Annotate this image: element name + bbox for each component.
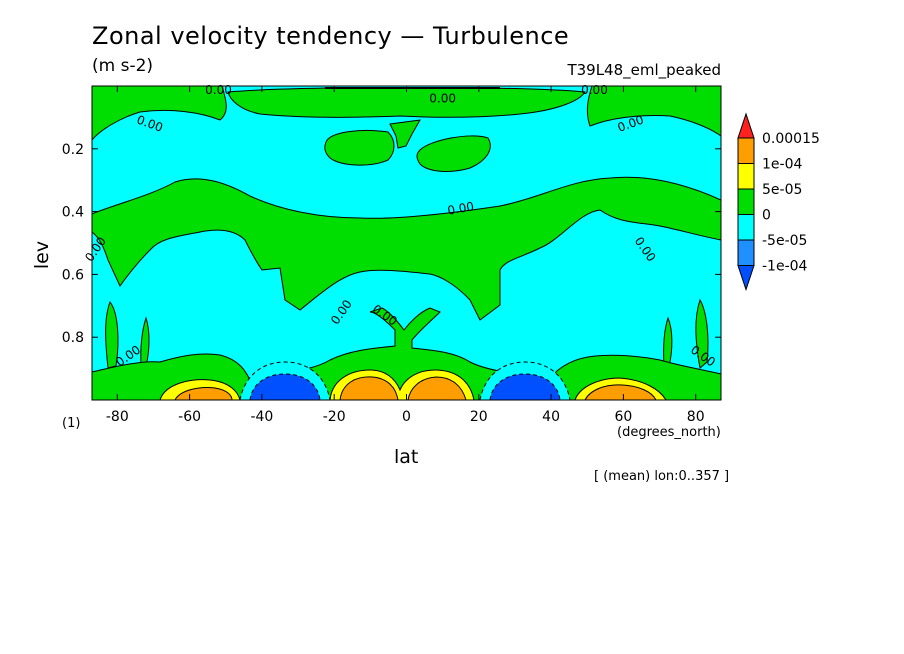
- x-axis-label: lat: [394, 446, 419, 468]
- field-warm-right-orange: [584, 384, 657, 400]
- field-mid-right-blob: [416, 135, 491, 172]
- run-label: T39L48_eml_peaked: [567, 61, 721, 79]
- contour-label: 0.00: [446, 199, 475, 217]
- y-tick-label: 0.8: [62, 330, 84, 346]
- x-tick-label: -40: [250, 409, 273, 425]
- y-tick-label: 0.2: [62, 142, 84, 158]
- colorbar: 0.00015 1e-04 5e-05 0 -5e-05 -1e-04: [737, 112, 820, 292]
- colorbar-label: 0.00015: [762, 131, 820, 147]
- y-tick-label: 0.6: [62, 267, 84, 283]
- field-low-green: [92, 307, 721, 400]
- colorbar-swatch: [737, 137, 755, 164]
- colorbar-label: 0: [762, 208, 771, 224]
- colorbar-label: -1e-04: [762, 259, 808, 275]
- contour-label: 0.00: [205, 83, 232, 97]
- colorbar-top-triangle: [737, 112, 755, 139]
- contour-label: 0.00: [581, 83, 608, 97]
- y-tick-label: 0.4: [62, 205, 84, 221]
- contour-label: 0.00: [429, 92, 456, 106]
- colorbar-swatch: [737, 188, 755, 215]
- x-tick-label: 20: [470, 409, 488, 425]
- y-axis-label: lev: [31, 241, 53, 269]
- field-upper-right-green: [586, 86, 721, 137]
- x-tick-label: 40: [542, 409, 560, 425]
- field-upper-left-green: [92, 86, 227, 141]
- x-axis-units: (degrees_north): [617, 425, 721, 440]
- field-cold-left-blue: [249, 373, 321, 400]
- x-tick-label: 0: [402, 409, 411, 425]
- colorbar-swatch: [737, 163, 755, 190]
- colorbar-label: 5e-05: [762, 182, 802, 198]
- chart-title: Zonal velocity tendency — Turbulence: [92, 22, 570, 50]
- x-tick-label: -80: [106, 409, 129, 425]
- y-axis-ticks: 0.2 0.4 0.6 0.8: [62, 142, 721, 346]
- x-tick-label: -20: [323, 409, 346, 425]
- field-warm-center-orange-a: [339, 376, 399, 400]
- field-small-green: [389, 119, 421, 149]
- field-warm-center-orange-b: [407, 376, 467, 400]
- field-right-column: [695, 298, 709, 369]
- colorbar-swatch: [737, 214, 755, 241]
- x-axis-ticks: -80 -60 -40 -20 0 20 40 60 80: [106, 86, 705, 425]
- colorbar-bottom-triangle: [737, 265, 755, 292]
- field-mid-left-blob: [324, 129, 395, 166]
- note-one: (1): [62, 416, 81, 431]
- x-tick-label: 80: [687, 409, 705, 425]
- field-cold-right-blue: [489, 373, 561, 400]
- colorbar-label: 1e-04: [762, 157, 802, 173]
- x-tick-label: -60: [178, 409, 201, 425]
- colorbar-swatch: [737, 239, 755, 266]
- colorbar-label: -5e-05: [762, 233, 807, 249]
- footer-note: [ (mean) lon:0..357 ]: [594, 469, 730, 484]
- chart-units: (m s-2): [92, 56, 154, 76]
- contour-fields: [92, 86, 721, 400]
- x-tick-label: 60: [614, 409, 632, 425]
- field-mid-green-band: [92, 176, 721, 321]
